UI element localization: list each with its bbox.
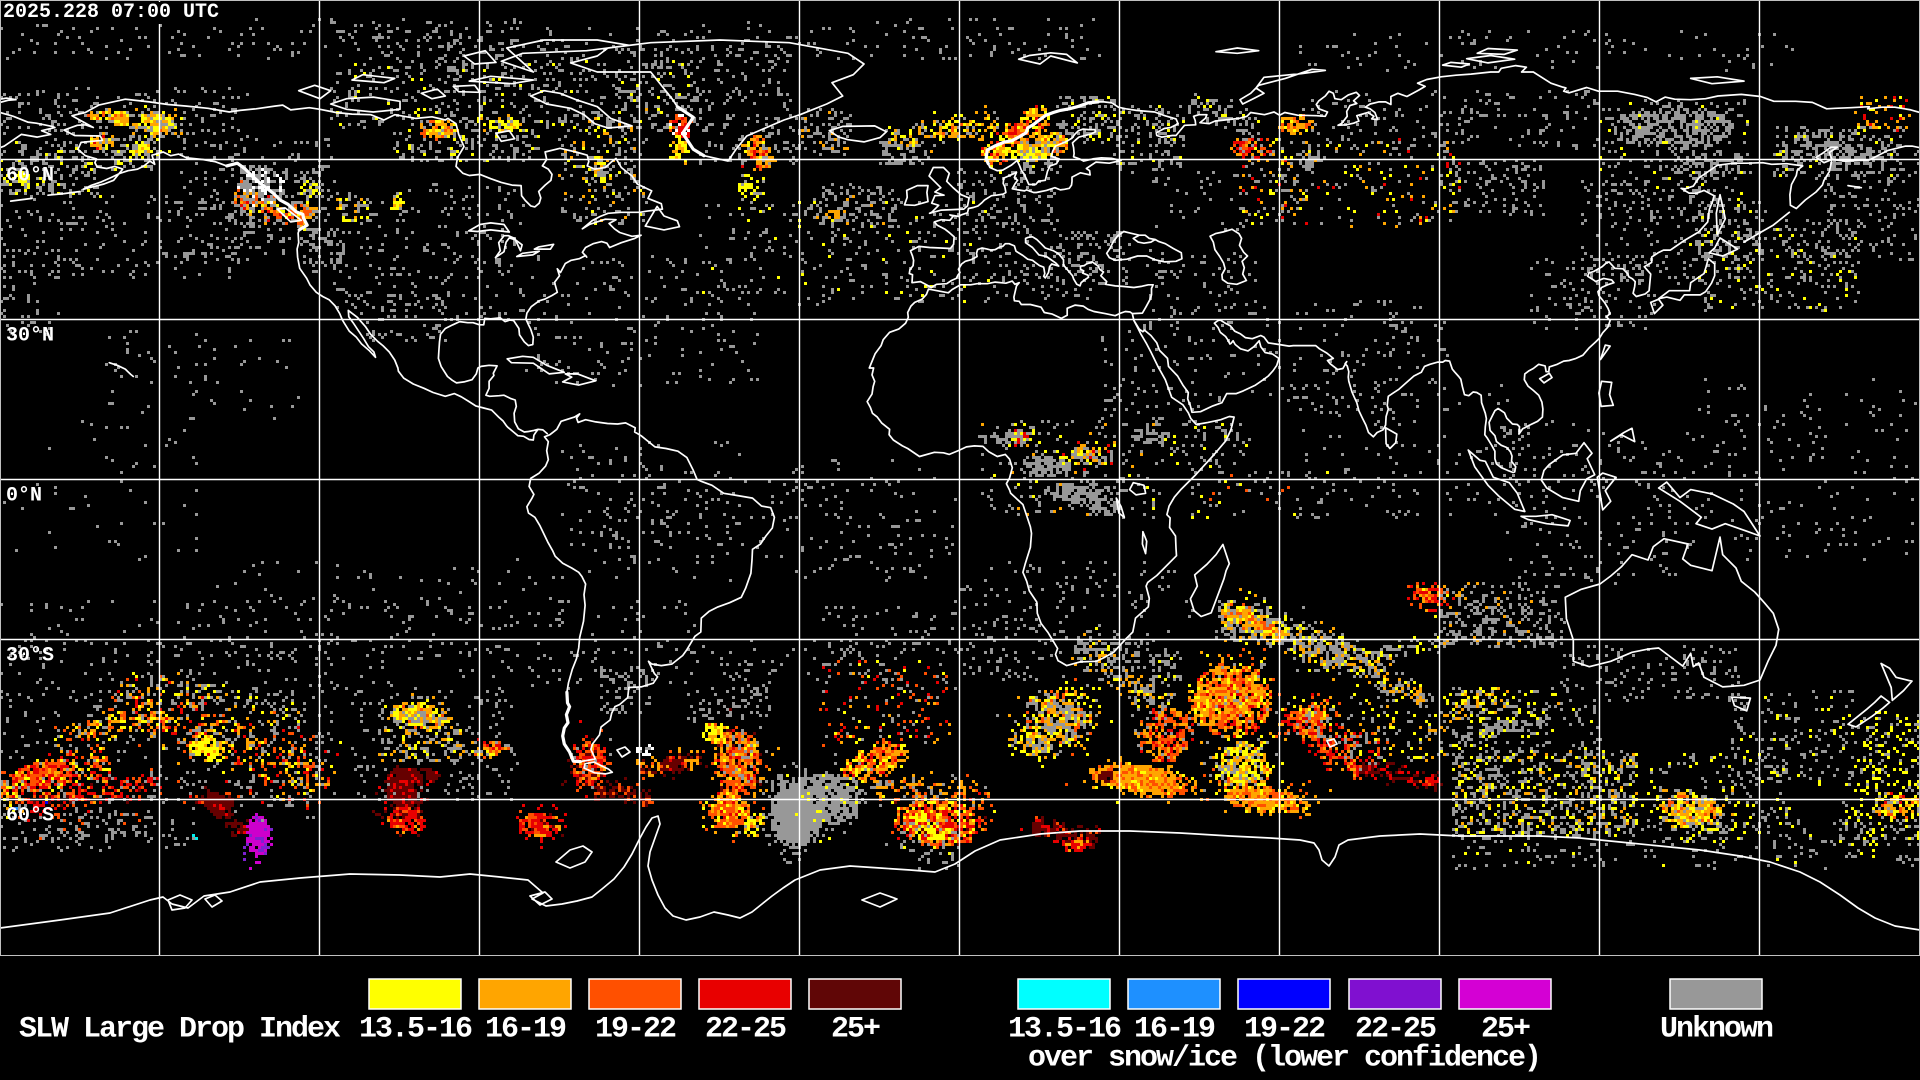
svg-text:2025.228 07:00 UTC: 2025.228 07:00 UTC: [3, 1, 219, 24]
svg-text:16-19: 16-19: [1134, 1013, 1215, 1047]
svg-text:SLW Large Drop Index: SLW Large Drop Index: [19, 1013, 341, 1047]
svg-text:25+: 25+: [831, 1013, 880, 1047]
svg-text:13.5-16: 13.5-16: [359, 1013, 472, 1047]
svg-text:19-22: 19-22: [595, 1013, 676, 1047]
svg-text:60°S: 60°S: [6, 805, 54, 828]
svg-text:over snow/ice (lower confidenc: over snow/ice (lower confidence): [1028, 1042, 1540, 1076]
svg-text:30°N: 30°N: [6, 325, 54, 348]
svg-text:30°S: 30°S: [6, 645, 54, 668]
svg-text:19-22: 19-22: [1244, 1013, 1325, 1047]
svg-text:60°N: 60°N: [6, 165, 54, 188]
svg-text:16-19: 16-19: [485, 1013, 566, 1047]
svg-text:13.5-16: 13.5-16: [1008, 1013, 1121, 1047]
svg-text:25+: 25+: [1481, 1013, 1530, 1047]
svg-text:22-25: 22-25: [1355, 1013, 1436, 1047]
svg-text:22-25: 22-25: [705, 1013, 786, 1047]
svg-text:Unknown: Unknown: [1660, 1013, 1773, 1047]
svg-text:0°N: 0°N: [6, 485, 42, 508]
